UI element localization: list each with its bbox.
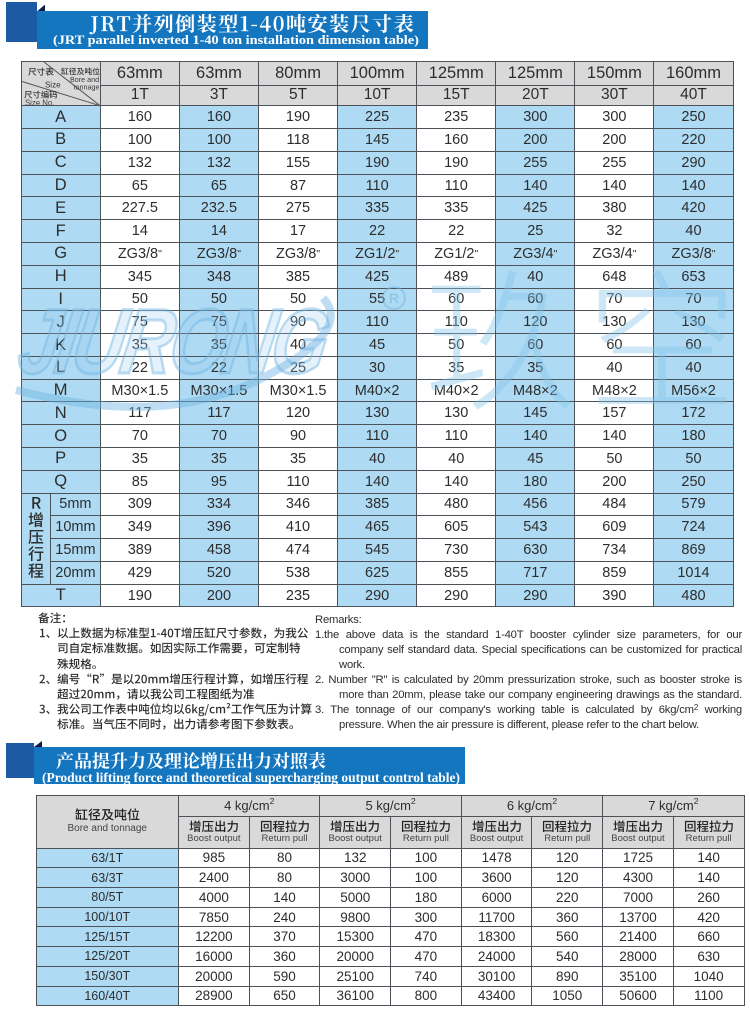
svg-text:Bore and: Bore and <box>69 74 98 83</box>
svg-text:Size: Size <box>44 80 60 89</box>
svg-text:Size No.: Size No. <box>25 98 54 107</box>
svg-text:tonnage: tonnage <box>73 82 99 91</box>
